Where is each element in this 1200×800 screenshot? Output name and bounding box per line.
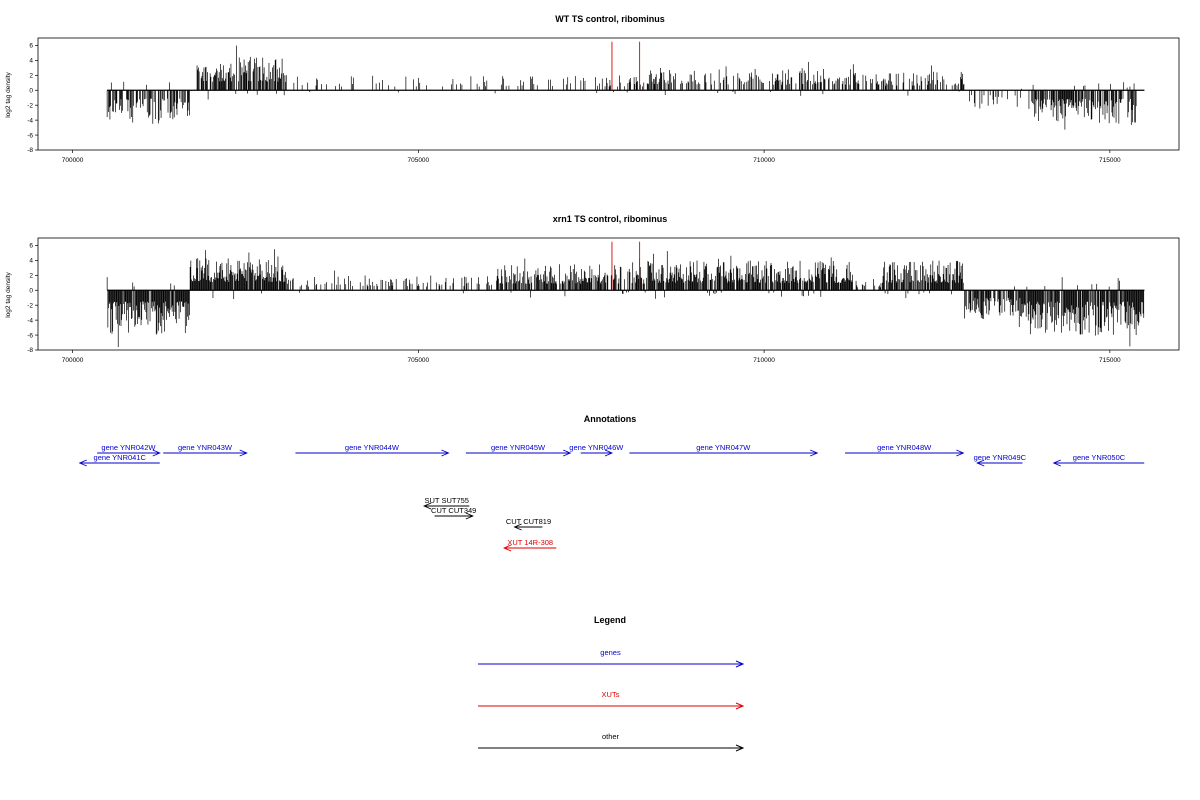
annotation-arrowhead (152, 449, 161, 457)
legend-arrowhead (735, 702, 745, 710)
y-tick-label: 2 (29, 273, 33, 280)
annotation-label: gene YNR044W (345, 443, 400, 452)
annotation-arrowhead (810, 449, 819, 457)
xrn1-track-panel: xrn1 TS control, ribominus log2 tag dens… (5, 214, 1180, 364)
x-tick-label: 705000 (407, 157, 429, 164)
y-tick-label: 6 (29, 243, 33, 250)
annotation-arrowhead (422, 502, 432, 510)
annotation-arrowhead (604, 449, 614, 457)
legend-label: XUTs (602, 690, 620, 699)
y-tick-label: -8 (27, 347, 33, 354)
annotation-arrowhead (465, 512, 474, 520)
y-tick-label: 0 (29, 287, 33, 294)
x-tick-label: 710000 (753, 357, 775, 364)
annotation-arrowhead (513, 523, 522, 531)
legend-label: genes (600, 648, 621, 657)
annotation-label: gene YNR048W (877, 443, 932, 452)
annotation-label: CUT CUT349 (431, 506, 476, 515)
y-tick-label: 2 (29, 73, 33, 80)
x-tick-label: 700000 (62, 157, 84, 164)
y-tick-label: -4 (27, 117, 33, 124)
annotation-arrowhead (976, 459, 985, 467)
y-tick-label: -8 (27, 147, 33, 154)
y-tick-label: -4 (27, 317, 33, 324)
wt-plot-frame (37, 37, 1180, 151)
y-tick-label: 4 (29, 258, 33, 265)
y-tick-label: -6 (27, 332, 33, 339)
legend-entries: genes XUTs other (478, 648, 745, 752)
xrn1-plot-frame (37, 237, 1180, 351)
x-tick-label: 705000 (407, 357, 429, 364)
annotation-arrowhead (502, 544, 512, 552)
annotations-title: Annotations (584, 414, 637, 424)
annotation-arrowhead (956, 449, 965, 457)
legend-arrowhead (735, 660, 745, 668)
x-tick-label: 715000 (1099, 157, 1121, 164)
annotation-label: gene YNR049C (974, 453, 1027, 462)
y-tick-label: 4 (29, 58, 33, 65)
annotation-arrowhead (441, 449, 450, 457)
y-tick-label: 6 (29, 43, 33, 50)
wt-axes: -8 -6 -4 -2 0 2 4 6 700000 705000 710000 715000 (27, 43, 1121, 164)
xrn1-density-bars (106, 241, 1145, 348)
wt-y-axis-label: log2 tag density (5, 71, 12, 117)
wt-track-title: WT TS control, ribominus (555, 14, 665, 24)
annotation-label: XUT 14R-308 (507, 538, 553, 547)
x-tick-label: 710000 (753, 157, 775, 164)
y-tick-label: -2 (27, 102, 33, 109)
annotation-arrowhead (239, 449, 248, 457)
annotation-label: gene YNR050C (1073, 453, 1126, 462)
legend-panel: Legend genes XUTs other (478, 615, 745, 752)
annotation-label: gene YNR042W (101, 443, 156, 452)
y-tick-label: -6 (27, 132, 33, 139)
xrn1-y-axis-label: log2 tag density (5, 271, 12, 317)
legend-title: Legend (594, 615, 626, 625)
annotation-label: CUT CUT819 (506, 517, 551, 526)
annotation-label: gene YNR045W (491, 443, 546, 452)
y-tick-label: -2 (27, 302, 33, 309)
x-tick-label: 715000 (1099, 357, 1121, 364)
annotation-label: gene YNR043W (178, 443, 233, 452)
annotation-label: gene YNR046W (569, 443, 624, 452)
annotation-label: gene YNR041C (94, 453, 147, 462)
annotation-arrowhead (563, 449, 572, 457)
annotation-arrowhead (1052, 459, 1061, 467)
annotation-label: SUT SUT755 (425, 496, 469, 505)
wt-density-bars (106, 41, 1145, 130)
annotation-label: gene YNR047W (696, 443, 751, 452)
xrn1-axes: -8 -6 -4 -2 0 2 4 6 700000 705000 710000 715000 (27, 243, 1121, 364)
y-tick-label: 0 (29, 87, 33, 94)
legend-arrowhead (735, 744, 745, 752)
x-tick-label: 700000 (62, 357, 84, 364)
annotation-arrowhead (78, 459, 87, 467)
xrn1-track-title: xrn1 TS control, ribominus (553, 214, 668, 224)
wt-track-panel: WT TS control, ribominus log2 tag densit… (5, 14, 1180, 164)
legend-label: other (602, 732, 620, 741)
